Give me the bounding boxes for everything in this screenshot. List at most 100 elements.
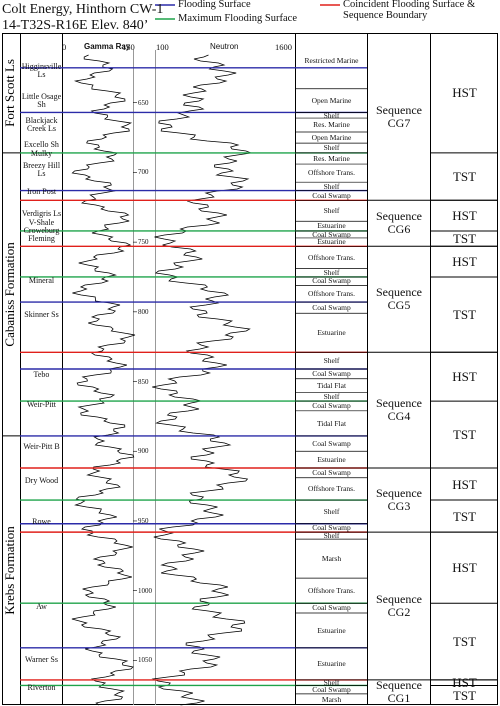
depth-label: 900	[138, 447, 149, 456]
member-label: Aw	[36, 602, 47, 612]
member-label: Little Osage Sh	[21, 92, 62, 110]
member-label: Breezy Hill Ls	[22, 160, 61, 178]
facies-label: Res. Marine	[313, 153, 350, 163]
facies-label: Estuarine	[317, 454, 346, 464]
member-label: Verdigris Ls	[21, 209, 62, 219]
facies-label: Offshore Trans.	[308, 252, 355, 262]
depth-label: 1000	[138, 586, 152, 595]
column-frame	[2, 33, 498, 705]
tract-label: HST	[452, 560, 477, 576]
facies-label: Estuarine	[317, 327, 346, 337]
depth-label: 700	[138, 168, 149, 177]
facies-label: Coal Swamp	[312, 302, 351, 312]
depth-label: 850	[138, 377, 149, 386]
facies-label: Marsh	[321, 694, 342, 704]
tract-label: HST	[452, 208, 477, 224]
formation-label: Cabaniss Formation	[2, 242, 17, 347]
sequence-label: Sequence CG5	[376, 285, 422, 313]
facies-label: Coal Swamp	[312, 190, 351, 200]
facies-label: Restricted Marine	[304, 56, 359, 66]
facies-label: Coal Swamp	[312, 523, 351, 533]
facies-label: Shelf	[323, 355, 340, 365]
tract-label: HST	[452, 85, 477, 101]
facies-label: Shelf	[323, 679, 340, 686]
well-location: 14-T32S-R16E Elev. 840’	[2, 18, 149, 33]
facies-label: Coal Swamp	[312, 685, 351, 694]
tract-label: TST	[452, 169, 477, 185]
facies-label: Coal Swamp	[312, 438, 351, 448]
member-label: Tebo	[33, 369, 50, 379]
facies-label: Shelf	[323, 112, 340, 119]
member-label: Excello Sh	[24, 139, 59, 149]
tract-label: HST	[452, 254, 477, 270]
legend-label: Flooding Surface	[178, 0, 251, 10]
facies-label: Shelf	[323, 268, 340, 277]
member-label: Mulky	[30, 149, 53, 159]
gamma-ray-curve	[71, 54, 136, 706]
sequence-label: Sequence CG1	[376, 678, 422, 706]
facies-label: Shelf	[323, 532, 340, 540]
formation-label: Fort Scott Ls	[2, 59, 17, 127]
facies-label: Offshore Trans.	[308, 484, 355, 494]
tract-label: HST	[452, 369, 477, 385]
sequence-label: Sequence CG3	[376, 486, 422, 514]
facies-label: Coal Swamp	[312, 603, 351, 613]
facies-label: Tidal Flat	[316, 418, 347, 428]
legend-label: Maximum Flooding Surface	[178, 13, 297, 24]
facies-label: Coal Swamp	[312, 468, 351, 478]
member-label: Dry Wood	[24, 475, 59, 485]
facies-label: Shelf	[323, 507, 340, 517]
tract-label: TST	[452, 687, 477, 703]
tract-label: TST	[452, 634, 477, 650]
depth-label: 1050	[138, 656, 152, 665]
facies-label: Estuarine	[317, 237, 346, 247]
facies-label: Shelf	[323, 392, 340, 402]
neutron-min: 100	[156, 42, 169, 52]
facies-label: Offshore Trans.	[308, 585, 355, 595]
neutron-max: 1600	[275, 42, 292, 52]
tract-label: TST	[452, 231, 477, 247]
gamma-min: 0	[62, 42, 67, 52]
facies-label: Coal Swamp	[312, 230, 351, 238]
neutron-curve	[151, 54, 253, 706]
facies-label: Shelf	[323, 143, 340, 153]
sequence-label: Sequence CG7	[376, 102, 422, 130]
member-label: Iron Post	[26, 186, 57, 196]
facies-label: Estuarine	[317, 221, 346, 231]
well-name: Colt Energy, Hinthorn CW-1	[2, 2, 164, 17]
facies-label: Marsh	[321, 553, 342, 563]
gamma-max: 150	[122, 42, 135, 52]
gamma-label: Gamma Ray	[84, 42, 131, 51]
member-label: Rowe	[32, 517, 51, 527]
tract-label: TST	[452, 307, 477, 323]
member-label: Blackjack Creek Ls	[25, 116, 58, 134]
neutron-label: Neutron	[210, 42, 239, 51]
formation-label: Krebs Formation	[2, 526, 17, 615]
member-label: Riverton	[27, 683, 56, 693]
tract-label: TST	[452, 508, 477, 524]
facies-label: Tidal Flat	[316, 380, 347, 390]
depth-label: 650	[138, 98, 149, 107]
facies-label: Res. Marine	[313, 120, 350, 130]
facies-label: Shelf	[323, 206, 340, 215]
sequence-label: Sequence CG6	[376, 209, 422, 237]
member-label: Croweburg	[23, 225, 60, 235]
depth-label: 800	[138, 307, 149, 316]
facies-label: Coal Swamp	[312, 369, 351, 379]
member-label: Higginsville Ls	[21, 61, 62, 79]
member-label: Fleming	[28, 234, 55, 244]
sequence-label: Sequence CG2	[376, 592, 422, 619]
member-label: Skinner Ss	[24, 309, 59, 319]
facies-label: Shelf	[323, 182, 340, 191]
member-label: Warner Ss	[25, 655, 58, 665]
facies-label: Open Marine	[311, 95, 352, 105]
member-label: Weir-Pitt B	[23, 442, 60, 452]
sequence-label: Sequence CG4	[376, 396, 422, 424]
depth-label: 950	[138, 516, 149, 525]
facies-label: Coal Swamp	[312, 276, 351, 286]
member-label: V-Shale	[28, 217, 55, 227]
member-label: Weir-Pitt	[27, 400, 56, 410]
facies-label: Offshore Trans.	[308, 168, 355, 178]
